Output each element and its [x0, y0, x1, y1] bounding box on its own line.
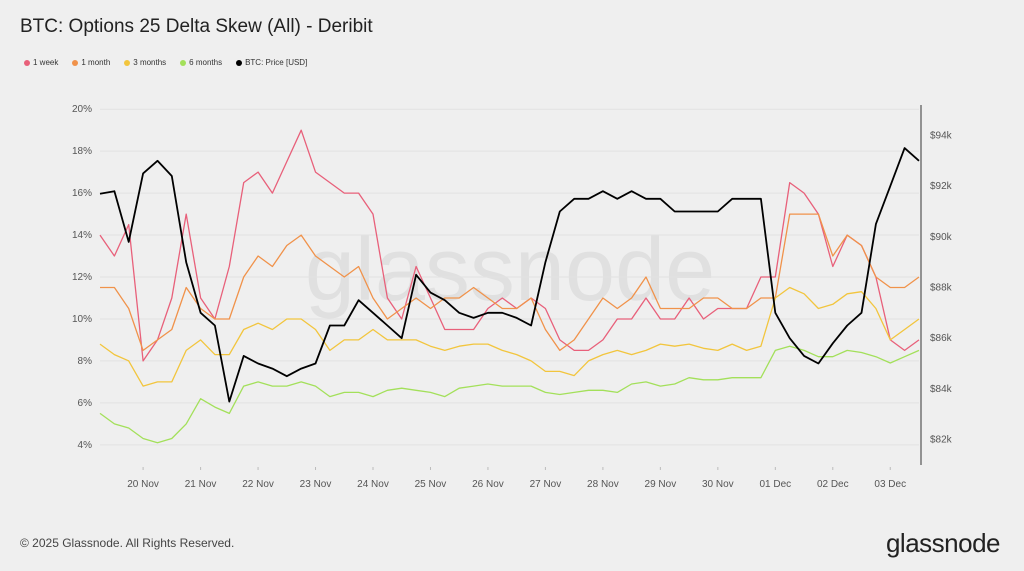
legend-label: 1 week — [33, 58, 59, 67]
legend-item-btc-price[interactable]: BTC: Price [USD] — [236, 58, 307, 67]
y-right-tick-label: $86k — [930, 333, 953, 344]
y-left-tick-label: 6% — [78, 398, 93, 409]
series-line-btc-price-usd- — [99, 147, 920, 403]
legend-item-1-week[interactable]: 1 week — [24, 58, 58, 67]
y-left-tick-label: 18% — [72, 146, 92, 157]
x-tick-label: 01 Dec — [759, 479, 791, 490]
legend: 1 week 1 month 3 months 6 months BTC: Pr… — [24, 58, 307, 67]
y-left-tick-label: 16% — [72, 188, 92, 199]
x-tick-label: 29 Nov — [645, 479, 677, 490]
legend-label: 6 months — [189, 58, 223, 67]
x-tick-label: 27 Nov — [530, 479, 562, 490]
y-left-tick-label: 12% — [72, 272, 92, 283]
legend-swatch — [72, 59, 79, 66]
legend-label: BTC: Price [USD] — [245, 58, 308, 67]
series-line-6-months — [99, 345, 920, 444]
x-tick-label: 23 Nov — [300, 479, 332, 490]
legend-item-1-month[interactable]: 1 month — [72, 58, 110, 67]
legend-swatch — [24, 59, 30, 66]
y-right-tick-label: $82k — [930, 435, 953, 446]
x-tick-label: 02 Dec — [817, 479, 849, 490]
legend-swatch — [180, 59, 187, 66]
y-left-tick-label: 8% — [78, 356, 93, 367]
y-right-tick-label: $90k — [930, 232, 953, 243]
y-right-tick-label: $94k — [930, 130, 953, 141]
y-right-tick-label: $92k — [930, 181, 953, 192]
legend-swatch — [236, 59, 243, 66]
y-left-tick-label: 20% — [72, 104, 92, 115]
legend-label: 3 months — [133, 58, 167, 67]
legend-item-6-months[interactable]: 6 months — [180, 58, 222, 67]
series-line-1-month — [100, 213, 920, 352]
copyright: © 2025 Glassnode. All Rights Reserved. — [20, 536, 235, 550]
y-left-tick-label: 14% — [72, 230, 92, 241]
x-tick-label: 21 Nov — [185, 479, 217, 490]
y-right-tick-label: $88k — [930, 283, 953, 294]
series-line-3-months — [99, 286, 920, 387]
x-tick-label: 26 Nov — [472, 479, 504, 490]
y-left-tick-label: 4% — [78, 440, 93, 451]
x-tick-label: 03 Dec — [874, 479, 906, 490]
x-tick-label: 24 Nov — [357, 479, 389, 490]
x-tick-label: 22 Nov — [242, 479, 274, 490]
y-right-tick-label: $84k — [930, 384, 953, 395]
x-tick-label: 25 Nov — [415, 479, 447, 490]
legend-label: 1 month — [81, 58, 111, 67]
x-tick-label: 28 Nov — [587, 479, 619, 490]
glassnode-logo: glassnode — [885, 528, 1001, 558]
y-left-tick-label: 10% — [72, 314, 92, 325]
legend-item-3-months[interactable]: 3 months — [124, 58, 166, 67]
legend-swatch — [124, 59, 131, 66]
x-tick-label: 20 Nov — [127, 479, 159, 490]
series-line-1-week — [99, 129, 920, 362]
x-tick-label: 30 Nov — [702, 479, 734, 490]
chart-title: BTC: Options 25 Delta Skew (All) - Derib… — [20, 16, 373, 37]
